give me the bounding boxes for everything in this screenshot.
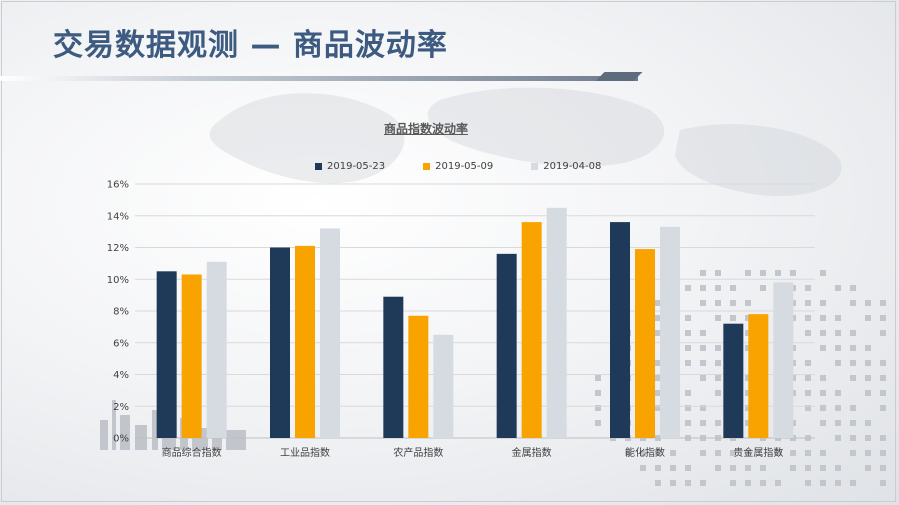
y-tick-label: 14% <box>107 211 129 222</box>
bar-series-2 <box>408 315 429 438</box>
legend-swatch-series-3 <box>531 163 539 170</box>
bar-series-2 <box>635 249 655 438</box>
chart-title: 商品指数波动率 <box>384 122 469 136</box>
page-title: 交易数据观测 — 商品波动率 <box>53 28 448 63</box>
legend-label-series-1: 2019-05-23 <box>327 161 386 172</box>
y-tick-label: 8% <box>113 307 129 318</box>
bar-series-2 <box>181 274 202 438</box>
x-tick-label: 贵金属指数 <box>733 446 783 459</box>
chart-legend: 2019-05-23 2019-05-09 2019-04-08 <box>315 161 601 172</box>
bar-series-2 <box>748 314 769 438</box>
bar-series-3 <box>660 226 680 438</box>
legend-item-series-3: 2019-04-08 <box>531 161 601 172</box>
world-map-decoration <box>209 87 842 196</box>
y-tick-label: 10% <box>107 275 129 286</box>
bar-series-1 <box>383 296 404 438</box>
legend-item-series-1: 2019-05-23 <box>315 161 385 172</box>
bar-series-3 <box>773 282 794 438</box>
y-tick-label: 16% <box>107 180 129 191</box>
x-tick-label: 商品综合指数 <box>162 446 222 459</box>
y-tick-label: 12% <box>107 243 129 254</box>
bar-series-3 <box>320 228 340 438</box>
bar-series-2 <box>521 222 542 438</box>
bar-series-3 <box>546 207 567 438</box>
x-tick-label: 金属指数 <box>512 446 552 459</box>
y-tick-label: 2% <box>113 402 129 413</box>
x-tick-label: 能化指数 <box>625 446 665 459</box>
legend-label-series-2: 2019-05-09 <box>435 161 494 172</box>
legend-swatch-series-2 <box>423 163 431 170</box>
y-tick-label: 4% <box>113 370 129 381</box>
bar-series-3 <box>206 261 227 438</box>
title-underline-bar <box>0 76 638 81</box>
legend-item-series-2: 2019-05-09 <box>423 161 493 172</box>
bar-series-2 <box>295 245 315 438</box>
bar-series-3 <box>433 334 454 438</box>
bar-series-1 <box>496 253 517 438</box>
x-tick-label: 工业品指数 <box>280 446 330 459</box>
bar-series-1 <box>270 247 290 438</box>
legend-swatch-series-1 <box>315 163 322 170</box>
bar-series-1 <box>723 323 744 438</box>
bar-series-1 <box>156 271 177 438</box>
y-tick-label: 0% <box>113 434 129 445</box>
y-tick-label: 6% <box>113 338 129 349</box>
legend-label-series-3: 2019-04-08 <box>543 161 602 172</box>
x-tick-label: 农产品指数 <box>393 446 443 459</box>
bar-series-1 <box>610 222 630 438</box>
